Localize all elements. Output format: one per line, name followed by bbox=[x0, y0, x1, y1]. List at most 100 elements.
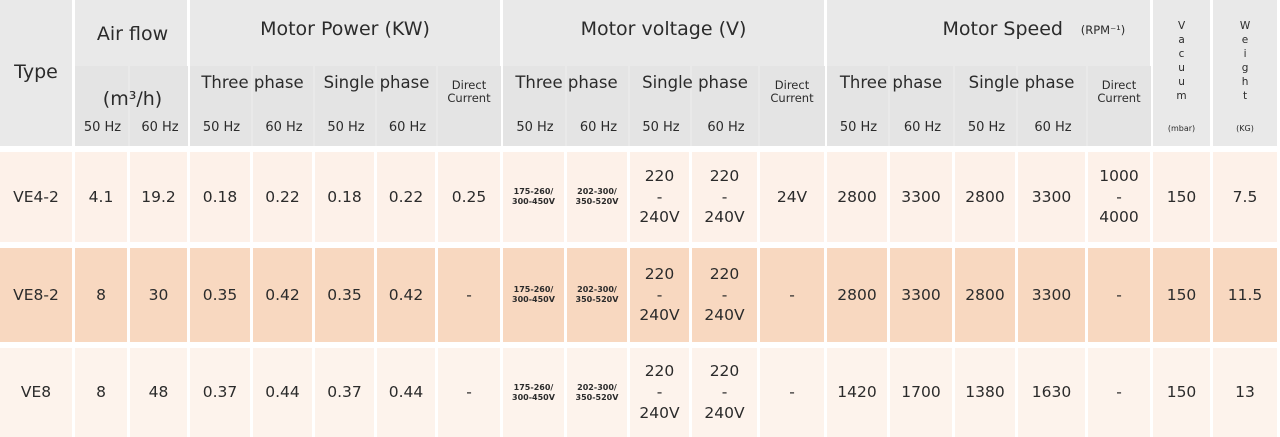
cell: 8 bbox=[96, 285, 106, 304]
cell: 30 bbox=[148, 285, 169, 304]
cell: 202-300/ 350-520V bbox=[575, 285, 619, 304]
cell: 48 bbox=[148, 383, 169, 402]
cell: 150 bbox=[1166, 187, 1197, 206]
cell: 1630 bbox=[1031, 383, 1072, 402]
cell-bg bbox=[630, 348, 689, 437]
cell-bg bbox=[1153, 248, 1210, 342]
header-type: Type bbox=[14, 61, 58, 84]
cell-bg bbox=[503, 348, 564, 437]
cell: - bbox=[789, 383, 795, 402]
cell-bg bbox=[75, 248, 127, 342]
subgroup-title: Three phase bbox=[201, 72, 304, 92]
cell-bg bbox=[692, 248, 757, 342]
cell: 220 - 240V bbox=[704, 166, 745, 227]
cell-bg bbox=[75, 152, 127, 242]
cell: 0.18 bbox=[327, 187, 362, 206]
hz-label: 60 Hz bbox=[1034, 119, 1072, 135]
cell: 220 - 240V bbox=[639, 166, 680, 227]
cell-bg bbox=[692, 152, 757, 242]
cell-bg bbox=[760, 348, 824, 437]
cell: 3300 bbox=[901, 285, 941, 304]
group-title: Motor Speed bbox=[942, 18, 1063, 41]
cell: 220 - 240V bbox=[704, 264, 745, 325]
cell-bg bbox=[0, 152, 72, 242]
cell-bg bbox=[827, 248, 887, 342]
cell-bg bbox=[760, 248, 824, 342]
cell-bg bbox=[567, 66, 628, 146]
cell: 11.5 bbox=[1227, 285, 1263, 304]
group-unit: (m³/h) bbox=[102, 88, 163, 111]
cell: 0.35 bbox=[327, 285, 362, 304]
cell: 1380 bbox=[965, 383, 1005, 402]
cell-bg bbox=[1213, 0, 1277, 146]
cell-bg bbox=[890, 348, 952, 437]
cell: 0.44 bbox=[265, 383, 300, 402]
cell-bg bbox=[315, 348, 374, 437]
cell-bg bbox=[890, 66, 953, 146]
cell-bg bbox=[130, 66, 188, 146]
cell-bg bbox=[1153, 348, 1210, 437]
hz-label: 50 Hz bbox=[202, 119, 241, 135]
cell-bg bbox=[377, 348, 435, 437]
cell-bg bbox=[253, 66, 313, 146]
cell: 0.44 bbox=[388, 383, 424, 402]
cell-bg bbox=[1153, 152, 1210, 242]
cell: 13 bbox=[1235, 383, 1255, 402]
cell-bg bbox=[438, 248, 500, 342]
cell-bg bbox=[955, 248, 1015, 342]
hz-label: 60 Hz bbox=[388, 119, 427, 135]
cell: 150 bbox=[1166, 285, 1197, 304]
cell-bg bbox=[630, 152, 689, 242]
hz-label: 60 Hz bbox=[903, 119, 942, 135]
cell-bg bbox=[692, 66, 758, 146]
cell-bg bbox=[1018, 152, 1085, 242]
cell-bg bbox=[130, 348, 187, 437]
subgroup-title: Direct Current bbox=[770, 78, 814, 105]
cell-bg bbox=[75, 66, 128, 146]
cell: 7.5 bbox=[1232, 187, 1258, 206]
hz-label: 50 Hz bbox=[642, 119, 680, 135]
cell: 2800 bbox=[837, 285, 877, 304]
subgroup-title: Single phase bbox=[968, 72, 1075, 92]
cell: 1700 bbox=[901, 383, 941, 402]
cell-bg bbox=[315, 248, 374, 342]
unit-label: (KG) bbox=[1236, 124, 1254, 134]
cell: 1420 bbox=[837, 383, 877, 402]
cell: 202-300/ 350-520V bbox=[575, 382, 619, 402]
cell: - bbox=[789, 285, 795, 304]
subgroup-title: Single phase bbox=[642, 72, 748, 92]
cell: 3300 bbox=[901, 187, 941, 206]
cell: 24V bbox=[776, 187, 808, 206]
cell-bg bbox=[253, 248, 312, 342]
cell-bg bbox=[130, 152, 187, 242]
cell: 8 bbox=[96, 383, 106, 402]
row-label: VE8 bbox=[20, 383, 52, 402]
cell-bg bbox=[190, 348, 250, 437]
cell: 2800 bbox=[837, 187, 877, 206]
cell: 0.37 bbox=[327, 383, 362, 402]
cell-bg bbox=[692, 348, 757, 437]
cell-bg bbox=[827, 348, 887, 437]
cell-bg bbox=[1153, 0, 1210, 146]
hz-label: 50 Hz bbox=[83, 119, 122, 135]
cell-bg bbox=[890, 248, 952, 342]
cell-bg bbox=[955, 152, 1015, 242]
cell: 175-260/ 300-450V bbox=[512, 285, 555, 304]
hz-label: 50 Hz bbox=[839, 119, 878, 135]
cell: 150 bbox=[1166, 383, 1197, 402]
cell-bg bbox=[253, 152, 312, 242]
cell: 175-260/ 300-450V bbox=[512, 187, 555, 206]
cell-bg bbox=[827, 66, 888, 146]
cell-bg bbox=[1213, 248, 1277, 342]
cell-bg bbox=[438, 152, 500, 242]
cell: 1000 - 4000 bbox=[1099, 166, 1139, 227]
group-title: Motor Power (KW) bbox=[260, 18, 430, 41]
cell-bg bbox=[438, 66, 501, 146]
hz-label: 50 Hz bbox=[327, 119, 365, 135]
hz-label: 60 Hz bbox=[265, 119, 303, 135]
cell-bg bbox=[1088, 248, 1150, 342]
cell: 202-300/ 350-520V bbox=[575, 187, 619, 206]
subgroup-title: Direct Current bbox=[447, 78, 491, 105]
hz-label: 60 Hz bbox=[141, 119, 179, 135]
